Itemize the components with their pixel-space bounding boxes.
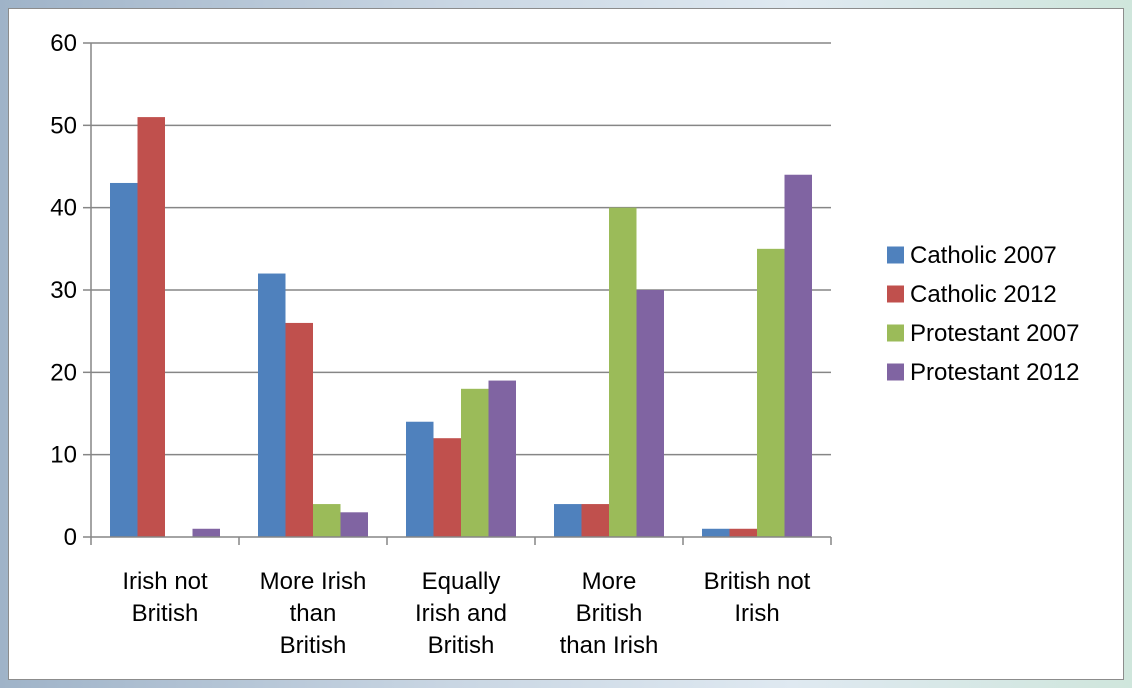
- bar: [609, 207, 637, 537]
- y-tick-label: 50: [50, 112, 77, 139]
- y-tick-label: 20: [50, 359, 77, 386]
- category-label: More British than Irish: [560, 568, 659, 659]
- bar: [757, 248, 785, 538]
- bar: [784, 174, 812, 537]
- y-tick-label: 10: [50, 442, 77, 469]
- bar: [192, 528, 220, 537]
- bar: [702, 528, 730, 537]
- legend: Catholic 2007 Catholic 2012 Protestant 200…: [887, 242, 1079, 386]
- bar: [488, 380, 516, 537]
- axes: [83, 42, 832, 545]
- bars: [110, 117, 812, 538]
- bar: [729, 528, 757, 537]
- bar: [340, 512, 368, 537]
- chart-frame: 0 10 20 30 40 50 60 Irish not British More Irish…: [8, 8, 1124, 680]
- legend-label: Catholic 2007: [910, 242, 1057, 269]
- legend-swatch: [887, 363, 904, 381]
- y-tick-labels: 0 10 20 30 40 50 60: [50, 30, 77, 551]
- y-tick-label: 0: [64, 524, 77, 551]
- category-labels: Irish not British More Irish than British Equ…: [122, 568, 810, 659]
- category-label: Irish not British: [122, 568, 208, 627]
- bar: [636, 290, 664, 537]
- bar: [285, 322, 313, 537]
- legend-label: Protestant 2007: [910, 320, 1079, 347]
- category-label: British not Irish: [704, 568, 811, 627]
- legend-label: Catholic 2012: [910, 281, 1057, 308]
- bar: [406, 421, 434, 537]
- bar: [581, 504, 609, 537]
- y-tick-label: 60: [50, 30, 77, 57]
- legend-swatch: [887, 324, 904, 342]
- legend-swatch: [887, 285, 904, 303]
- bar: [110, 182, 138, 537]
- y-tick-label: 40: [50, 195, 77, 222]
- legend-swatch: [887, 246, 904, 264]
- category-label: More Irish than British: [260, 568, 367, 659]
- legend-label: Protestant 2012: [910, 359, 1079, 386]
- gridlines: [91, 42, 831, 456]
- bar-chart: 0 10 20 30 40 50 60 Irish not British More Irish…: [50, 30, 1079, 659]
- bar: [554, 504, 582, 537]
- bar: [433, 438, 461, 537]
- bar: [313, 504, 341, 537]
- bar: [461, 388, 489, 537]
- bar: [258, 273, 286, 537]
- category-label: Equally Irish and British: [415, 568, 507, 659]
- bar: [137, 117, 165, 537]
- y-tick-label: 30: [50, 277, 77, 304]
